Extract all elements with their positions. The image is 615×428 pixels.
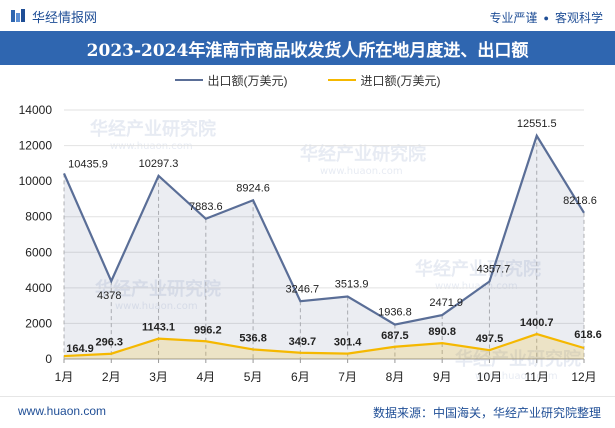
logo: 华经情报网 <box>10 7 97 25</box>
legend: 出口额(万美元) 进口额(万美元) <box>0 70 615 90</box>
x-axis: 1月 2月 3月 4月 5月 6月 7月 8月 9月 10月 11月 12月 <box>55 359 597 384</box>
logo-icon <box>11 9 25 22</box>
watermark-url: www.huaon.com <box>110 141 193 152</box>
export-data-label: 1936.8 <box>378 307 412 319</box>
watermark-text: 华经产业研究院 <box>300 143 426 165</box>
import-data-label: 996.2 <box>194 324 222 336</box>
import-data-label: 687.5 <box>381 330 409 342</box>
import-data-label: 164.9 <box>66 343 94 355</box>
x-tick-label: 7月 <box>338 370 357 384</box>
import-area <box>64 334 584 359</box>
x-tick-label: 2月 <box>102 370 121 384</box>
x-tick-label: 12月 <box>571 370 596 384</box>
export-data-label: 7883.6 <box>189 201 223 213</box>
series-areas <box>64 135 584 359</box>
export-data-label: 12551.5 <box>517 118 557 130</box>
export-data-label: 10435.9 <box>68 158 108 170</box>
legend-label-import: 进口额(万美元) <box>360 73 441 88</box>
legend-swatch-export <box>174 79 203 81</box>
top-bar: 华经情报网 专业严谨 ● 客观科学 <box>0 0 615 31</box>
export-data-label: 3246.7 <box>286 283 320 295</box>
y-tick-label: 8000 <box>25 210 52 224</box>
export-data-label: 4378 <box>97 290 121 302</box>
export-data-label: 10297.3 <box>139 158 179 170</box>
export-data-label: 4357.7 <box>477 263 511 275</box>
export-line <box>62 133 585 326</box>
export-data-label: 2471.9 <box>429 297 463 309</box>
import-data-label: 1143.1 <box>142 322 175 334</box>
y-tick-label: 14000 <box>19 103 53 117</box>
slogan-left: 专业严谨 <box>489 11 538 25</box>
x-tick-label: 3月 <box>149 370 168 384</box>
watermark-url: www.huaon.com <box>115 301 198 312</box>
import-data-label: 301.4 <box>334 337 362 349</box>
y-tick-label: 12000 <box>19 139 53 153</box>
import-data-label: 536.8 <box>239 332 267 344</box>
export-data-label: 8218.6 <box>563 195 597 207</box>
slogan-dot: ● <box>543 12 549 23</box>
x-tick-label: 6月 <box>291 370 310 384</box>
watermark-text: 华经产业研究院 <box>95 278 221 300</box>
slogan: 专业严谨 ● 客观科学 <box>490 9 603 26</box>
import-data-label: 890.8 <box>428 326 456 338</box>
import-data-label: 1400.7 <box>520 317 554 329</box>
x-tick-label: 11月 <box>524 370 548 384</box>
legend-item-import: 进口额(万美元) <box>327 72 441 89</box>
chart-title: 2023-2024年淮南市商品收发货人所在地月度进、出口额 <box>0 31 615 65</box>
footer-url[interactable]: www.huaon.com <box>18 404 107 418</box>
import-line <box>63 332 585 358</box>
legend-label-export: 出口额(万美元) <box>207 73 288 88</box>
import-data-label: 296.3 <box>96 337 124 349</box>
watermark-url: www.huaon.com <box>320 166 403 177</box>
x-tick-label: 8月 <box>386 370 405 384</box>
y-tick-label: 4000 <box>25 281 52 295</box>
drop-lines <box>63 135 585 359</box>
y-tick-label: 6000 <box>25 245 52 259</box>
export-area <box>64 135 584 359</box>
y-axis: 0 2000 4000 6000 8000 10000 12000 14000 <box>19 103 53 366</box>
footer: www.huaon.com 数据来源：中国海关，华经产业研究院整理 <box>0 396 615 428</box>
y-tick-label: 10000 <box>19 174 53 188</box>
x-tick-label: 10月 <box>477 370 502 384</box>
series-lines <box>62 133 585 358</box>
watermark-text: 华经产业研究院 <box>90 118 216 140</box>
x-tick-label: 5月 <box>244 370 263 384</box>
y-tick-label: 2000 <box>25 316 52 330</box>
watermark-url: www.huaon.com <box>435 281 518 292</box>
x-tick-label: 1月 <box>55 370 74 384</box>
slogan-right: 客观科学 <box>554 11 603 25</box>
import-data-label: 618.6 <box>574 329 602 341</box>
import-data-label: 497.5 <box>476 333 504 345</box>
logo-text: 华经情报网 <box>32 9 98 25</box>
watermark-text: 华经产业研究院 <box>415 258 541 280</box>
import-data-label: 349.7 <box>289 336 317 348</box>
export-data-label: 8924.6 <box>236 182 270 194</box>
gridlines <box>64 109 584 360</box>
legend-swatch-import <box>327 79 356 81</box>
legend-item-export: 出口额(万美元) <box>174 72 288 89</box>
export-data-label: 3513.9 <box>335 279 369 291</box>
x-tick-label: 4月 <box>196 370 215 384</box>
footer-source: 数据来源：中国海关，华经产业研究院整理 <box>372 406 601 420</box>
y-tick-label: 0 <box>45 352 52 366</box>
x-tick-label: 9月 <box>433 370 452 384</box>
watermark-url: www.huaon.com <box>475 371 558 382</box>
data-labels: 10435.9 4378 10297.3 7883.6 8924.6 3246.7 3513… <box>66 118 602 355</box>
